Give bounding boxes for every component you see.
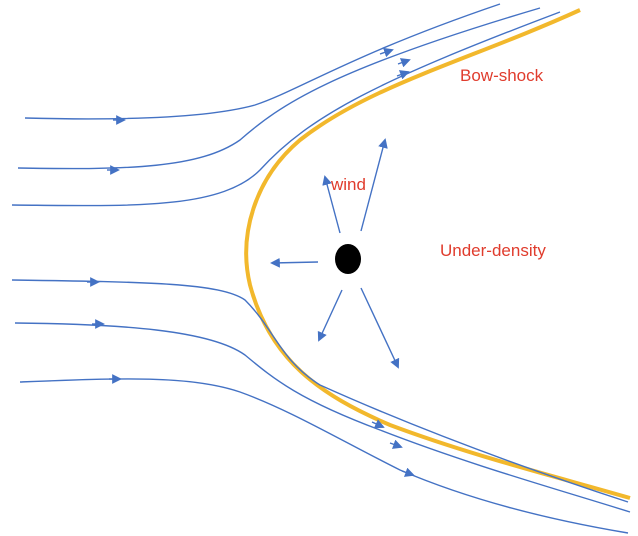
wind-label: wind (331, 175, 366, 194)
flow-arrow-upper-right-3 (396, 70, 410, 80)
bow-shock-curve (244, 8, 631, 500)
flow-arrow-upper-right-1 (379, 47, 394, 58)
bow-shock-label: Bow-shock (460, 66, 544, 85)
flow-arrow-upper-right-2 (397, 58, 411, 68)
flow-arrow-lower-right-2 (389, 439, 403, 449)
central-body (335, 244, 361, 274)
streamline-upper-2 (17, 7, 541, 170)
wind-arrow-left (270, 257, 319, 268)
wind-arrow-down-left (317, 289, 343, 342)
flow-arrow-lower-right-3 (401, 467, 415, 477)
streamline-upper-3 (11, 11, 561, 207)
wind-arrow-up-left (322, 175, 341, 234)
streamline-upper-1 (24, 3, 501, 120)
flow-arrow-lower-right-1 (371, 419, 385, 429)
streamline-lower-3 (19, 378, 629, 534)
streamline-lower-1 (11, 279, 629, 503)
wind-arrow-up-right (360, 138, 388, 232)
under-density-label: Under-density (440, 241, 546, 260)
wind-arrow-down-right (360, 287, 400, 369)
streamline-lower-2 (14, 322, 631, 513)
